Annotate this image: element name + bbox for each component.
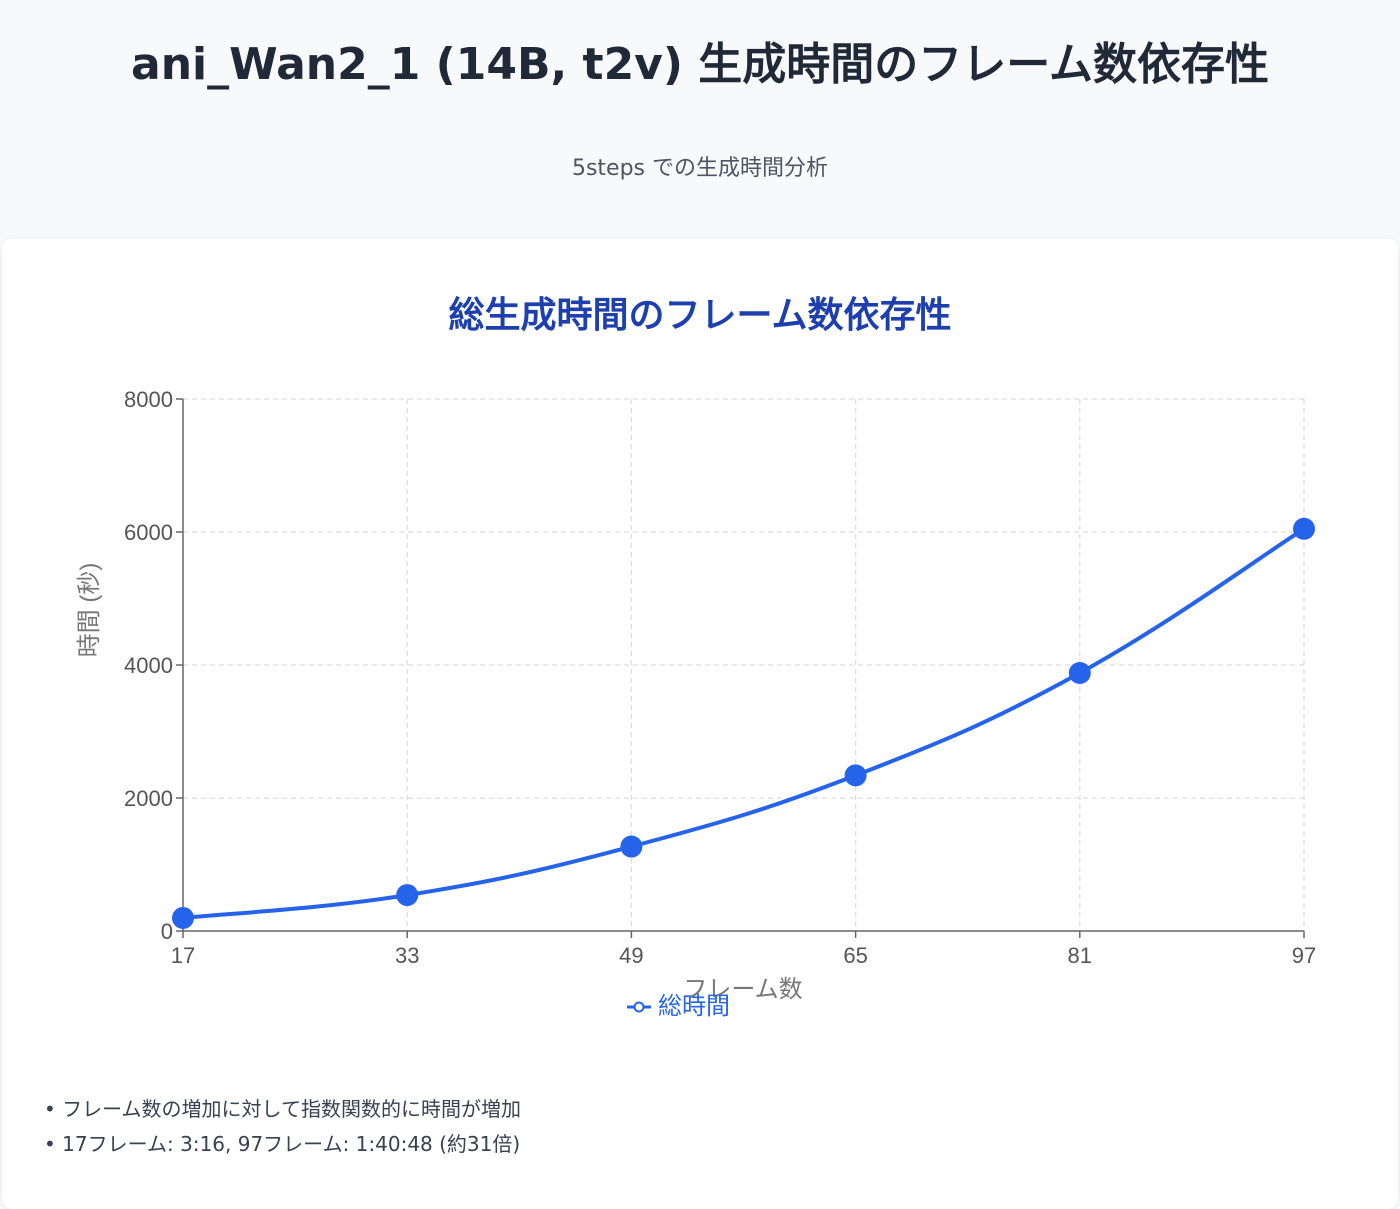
y-tick-label: 2000 bbox=[124, 786, 173, 811]
x-tick-label: 17 bbox=[171, 943, 195, 968]
x-tick-label: 81 bbox=[1068, 943, 1092, 968]
x-tick-label: 33 bbox=[395, 943, 419, 968]
y-axis-label: 時間 (秒) bbox=[76, 563, 103, 658]
page-subtitle: 5steps での生成時間分析 bbox=[571, 156, 829, 181]
data-point bbox=[1293, 517, 1315, 540]
data-point bbox=[844, 764, 867, 787]
notes-list: フレーム数の増加に対して指数関数的に時間が増加 17フレーム: 3:16, 97… bbox=[44, 1092, 521, 1162]
note-item: 17フレーム: 3:16, 97フレーム: 1:40:48 (約31倍) bbox=[44, 1127, 521, 1162]
y-tick-label: 0 bbox=[161, 919, 173, 944]
data-point bbox=[396, 884, 419, 907]
x-tick-label: 97 bbox=[1292, 943, 1316, 968]
data-point bbox=[620, 835, 643, 858]
data-point bbox=[172, 906, 194, 929]
chart-title: 総生成時間のフレーム数依存性 bbox=[448, 295, 952, 336]
y-tick-label: 4000 bbox=[124, 653, 173, 678]
y-tick-label: 8000 bbox=[124, 387, 173, 412]
data-point bbox=[1068, 661, 1091, 684]
page-title: ani_Wan2_1 (14B, t2v) 生成時間のフレーム数依存性 bbox=[131, 39, 1269, 90]
y-tick-label: 6000 bbox=[124, 520, 173, 545]
x-axis-label: フレーム数 bbox=[683, 976, 802, 1003]
note-item: フレーム数の増加に対して指数関数的に時間が増加 bbox=[44, 1092, 521, 1127]
x-tick-label: 65 bbox=[843, 943, 867, 968]
legend-marker bbox=[633, 1001, 645, 1013]
x-tick-label: 49 bbox=[619, 943, 643, 968]
series-line bbox=[182, 527, 1306, 920]
legend-label: 総時間 bbox=[658, 993, 730, 1020]
chart-card bbox=[2, 239, 1398, 1209]
